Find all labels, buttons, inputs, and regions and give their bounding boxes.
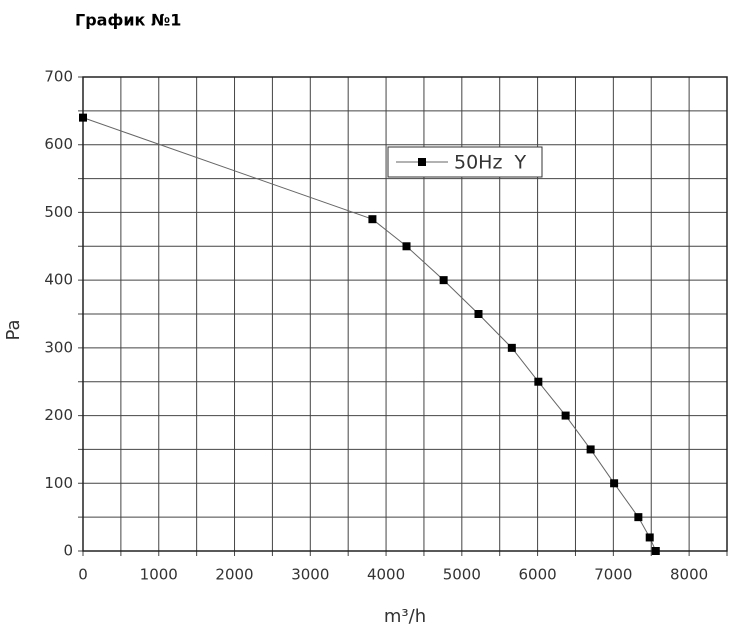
data-point bbox=[634, 513, 643, 522]
y-tick-label: 0 bbox=[63, 542, 73, 560]
y-axis-label: Pa bbox=[3, 319, 24, 340]
data-point bbox=[534, 377, 543, 386]
x-tick-label: 8000 bbox=[670, 566, 708, 584]
data-point bbox=[439, 276, 448, 285]
data-point bbox=[507, 343, 516, 352]
x-tick-label: 7000 bbox=[594, 566, 632, 584]
chart-title: График №1 bbox=[75, 11, 181, 30]
plot-frame bbox=[82, 76, 728, 552]
y-tick-label: 100 bbox=[44, 474, 73, 492]
x-tick-label: 4000 bbox=[367, 566, 405, 584]
x-tick-label: 2000 bbox=[215, 566, 253, 584]
y-tick-label: 200 bbox=[44, 406, 73, 424]
x-tick-label: 0 bbox=[78, 566, 88, 584]
legend-label: 50Hz Y bbox=[454, 152, 527, 174]
data-point bbox=[610, 479, 619, 488]
data-point bbox=[561, 411, 570, 420]
y-tick-label: 600 bbox=[44, 135, 73, 153]
data-point bbox=[474, 310, 483, 318]
data-point bbox=[651, 547, 660, 555]
x-tick-label: 5000 bbox=[443, 566, 481, 584]
data-point bbox=[586, 445, 595, 454]
data-point bbox=[402, 242, 411, 251]
data-line bbox=[82, 117, 657, 552]
y-tick-label: 700 bbox=[44, 68, 73, 86]
y-tick-label: 500 bbox=[44, 203, 73, 221]
x-tick-label: 1000 bbox=[140, 566, 178, 584]
data-point bbox=[368, 215, 377, 224]
data-point bbox=[645, 533, 654, 542]
x-axis-label: m³/h bbox=[384, 606, 426, 627]
x-tick-label: 6000 bbox=[518, 566, 556, 584]
data-point bbox=[79, 113, 87, 122]
y-tick-label: 300 bbox=[44, 338, 73, 356]
y-tick-label: 400 bbox=[44, 271, 73, 289]
x-tick-label: 3000 bbox=[291, 566, 329, 584]
legend-marker bbox=[418, 158, 426, 166]
